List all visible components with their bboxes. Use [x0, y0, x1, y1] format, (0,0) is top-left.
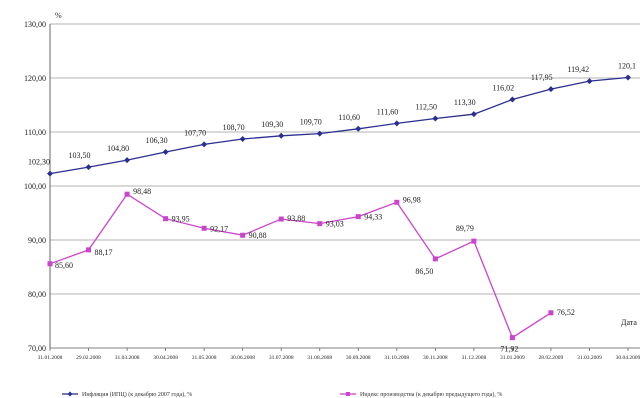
series-line [49, 193, 552, 339]
data-point [124, 191, 130, 197]
x-tick-label: 30.11.2008 [423, 355, 448, 361]
y-tick-label: 80,00 [28, 290, 46, 299]
series-line [49, 76, 629, 175]
data-point [625, 74, 631, 81]
data-point [509, 335, 515, 341]
data-label: 90,88 [249, 231, 267, 240]
y-tick-label: 90,00 [28, 236, 46, 245]
data-point [394, 199, 400, 205]
data-point [432, 256, 438, 262]
x-axis-label: Дата [621, 318, 637, 327]
data-label: 112,50 [415, 103, 437, 112]
x-tick-label: 31.12.2008 [461, 355, 486, 361]
data-label: 93,95 [172, 215, 190, 224]
data-point [470, 111, 477, 118]
data-point [47, 261, 53, 267]
data-point [355, 125, 362, 132]
data-point [316, 130, 323, 137]
data-label: 119,42 [567, 65, 589, 74]
data-point [509, 96, 516, 103]
data-label: 89,79 [456, 224, 474, 233]
data-label: 111,60 [377, 107, 398, 116]
data-point [317, 221, 323, 227]
data-label: 96,98 [403, 195, 421, 204]
x-tick-label: 31.05.2008 [192, 355, 217, 361]
data-label: 117,95 [531, 73, 553, 82]
data-point [163, 216, 169, 222]
y-axis-unit-label: % [55, 11, 62, 20]
data-point [47, 170, 53, 177]
data-label: 86,50 [415, 267, 433, 276]
data-label: 110,60 [338, 113, 360, 122]
data-point [278, 132, 285, 139]
y-tick-label: 110,00 [24, 128, 46, 137]
data-label: 88,17 [95, 248, 113, 257]
data-point [239, 136, 246, 143]
data-point [162, 148, 169, 155]
x-tick-label: 30.09.2008 [346, 355, 371, 361]
data-label: 102,30 [28, 158, 50, 167]
data-point [547, 86, 554, 93]
data-label: 98,48 [133, 187, 151, 196]
x-tick-label: 28.02.2009 [539, 355, 564, 361]
data-point [201, 141, 208, 148]
x-tick-label: 31.03.2008 [115, 355, 140, 361]
data-label: 92,17 [210, 224, 228, 233]
data-label: 93,88 [287, 214, 305, 223]
data-label: 94,33 [364, 213, 382, 222]
data-point [124, 157, 131, 164]
data-label: 76,52 [557, 308, 575, 317]
data-label: 104,80 [107, 144, 129, 153]
data-label: 109,30 [261, 120, 283, 129]
y-tick-label: 120,00 [24, 74, 46, 83]
data-point [393, 120, 400, 127]
x-tick-label: 31.03.2009 [577, 355, 602, 361]
x-tick-label: 31.08.2008 [307, 355, 332, 361]
data-point [201, 225, 207, 231]
x-tick-label: 31.10.2008 [384, 355, 409, 361]
data-label: 113,30 [454, 98, 476, 107]
data-point [240, 232, 246, 238]
data-label: 85,60 [55, 261, 73, 270]
legend-label: Инфляция (ИПЦ) (к декабрю 2007 года), % [82, 391, 192, 398]
x-tick-label: 31.01.2009 [500, 355, 525, 361]
data-label: 103,50 [69, 151, 91, 160]
data-label: 108,70 [223, 123, 245, 132]
data-point [86, 247, 92, 253]
x-tick-label: 31.07.2008 [269, 355, 294, 361]
legend-marker [346, 392, 350, 396]
y-tick-label: 70,00 [28, 344, 46, 353]
data-label: 71,92 [500, 345, 518, 354]
data-label: 106,30 [146, 136, 168, 145]
data-label: 107,70 [184, 128, 206, 137]
y-tick-label: 130,00 [24, 20, 46, 29]
x-tick-label: 30.06.2008 [230, 355, 255, 361]
data-point [471, 238, 477, 244]
data-point [548, 310, 554, 316]
data-point [278, 216, 284, 222]
x-tick-label: 30.04.2009 [616, 355, 640, 361]
legend-label: Индекс производства (к декабрю предыдуще… [360, 391, 502, 398]
data-point [432, 115, 439, 122]
data-label: 116,02 [492, 83, 514, 92]
x-tick-label: 29.02.2008 [76, 355, 101, 361]
data-label: 109,70 [300, 118, 322, 127]
data-point [355, 214, 361, 220]
x-tick-label: 30.04.2008 [153, 355, 178, 361]
data-point [586, 78, 593, 85]
data-label: 120,1 [618, 61, 636, 70]
x-tick-label: 31.01.2008 [38, 355, 63, 361]
legend-marker [67, 391, 73, 397]
data-label: 93,03 [326, 220, 344, 229]
data-point [85, 164, 92, 171]
y-tick-label: 100,00 [24, 182, 46, 191]
